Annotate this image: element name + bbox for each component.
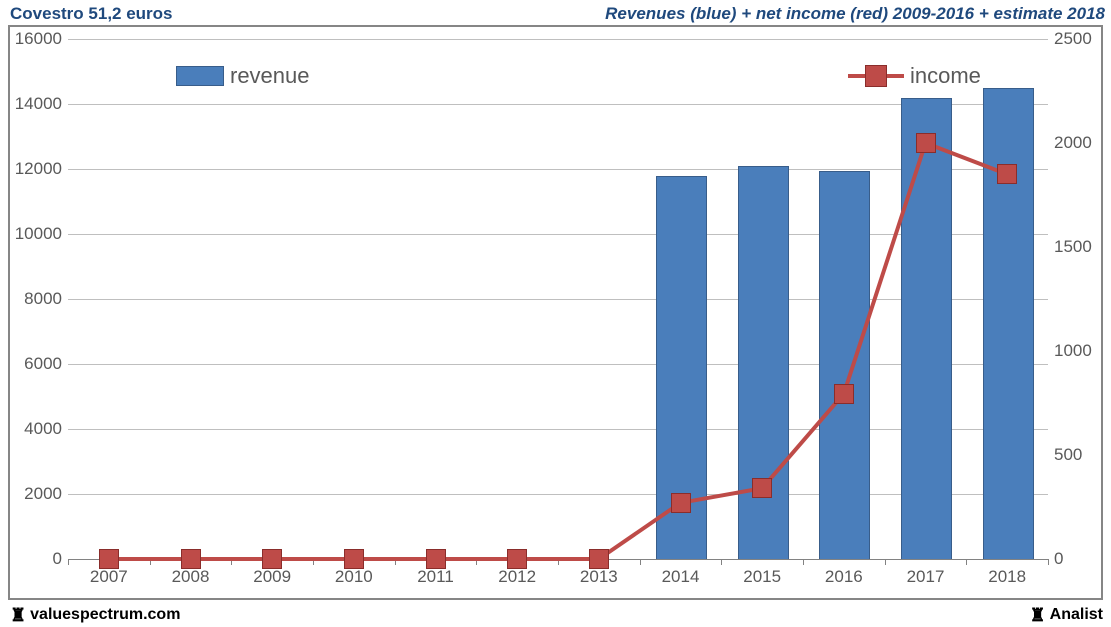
x-label: 2018 [988,559,1026,587]
y-right-label: 0 [1048,549,1063,569]
y-left-label: 16000 [15,29,68,49]
title-bar: Covestro 51,2 euros Revenues (blue) + ne… [0,0,1111,24]
y-right-label: 2000 [1048,133,1092,153]
footer-bar: ♜ valuespectrum.com ♜ Analist [0,602,1111,627]
marker-income [507,549,527,569]
marker-income [344,549,364,569]
y-right-label: 1500 [1048,237,1092,257]
rook-icon: ♜ [1030,606,1046,624]
x-tick [1048,559,1049,565]
x-tick [885,559,886,565]
rook-icon: ♜ [10,606,26,624]
y-left-label: 8000 [24,289,68,309]
marker-income [589,549,609,569]
chart-frame: 0 2000 4000 6000 8000 10000 12000 14000 16000 0 50… [8,25,1103,600]
x-tick [966,559,967,565]
legend-swatch-revenue [176,66,224,86]
legend-label-revenue: revenue [230,63,310,89]
y-left-label: 2000 [24,484,68,504]
x-label: 2016 [825,559,863,587]
legend-revenue: revenue [176,63,310,89]
x-tick [721,559,722,565]
title-left: Covestro 51,2 euros [10,4,173,24]
x-label: 2014 [662,559,700,587]
y-right-label: 1000 [1048,341,1092,361]
y-right-label: 2500 [1048,29,1092,49]
title-right: Revenues (blue) + net income (red) 2009-… [605,4,1105,24]
x-tick [68,559,69,565]
footer-left: ♜ valuespectrum.com [10,606,180,624]
marker-income [426,549,446,569]
x-tick [640,559,641,565]
marker-income [262,549,282,569]
y-left-label: 10000 [15,224,68,244]
footer-left-text: valuespectrum.com [30,606,180,624]
footer-right: ♜ Analist [1030,606,1103,624]
legend-label-income: income [910,63,981,89]
legend-swatch-income [848,65,904,87]
legend-income: income [848,63,981,89]
x-label: 2017 [907,559,945,587]
marker-income [834,384,854,404]
y-left-label: 4000 [24,419,68,439]
chart-container: Covestro 51,2 euros Revenues (blue) + ne… [0,0,1111,627]
footer-right-text: Analist [1050,606,1103,624]
x-tick [803,559,804,565]
y-right-label: 500 [1048,445,1082,465]
y-left-label: 0 [53,549,68,569]
marker-income [997,164,1017,184]
marker-income [671,493,691,513]
y-left-label: 6000 [24,354,68,374]
y-left-label: 12000 [15,159,68,179]
marker-income [752,478,772,498]
line-income [68,39,1048,559]
marker-income [99,549,119,569]
x-label: 2015 [743,559,781,587]
marker-income [916,133,936,153]
plot-area: 0200040006000800010000120001400016000050… [68,39,1048,559]
y-left-label: 14000 [15,94,68,114]
marker-income [181,549,201,569]
